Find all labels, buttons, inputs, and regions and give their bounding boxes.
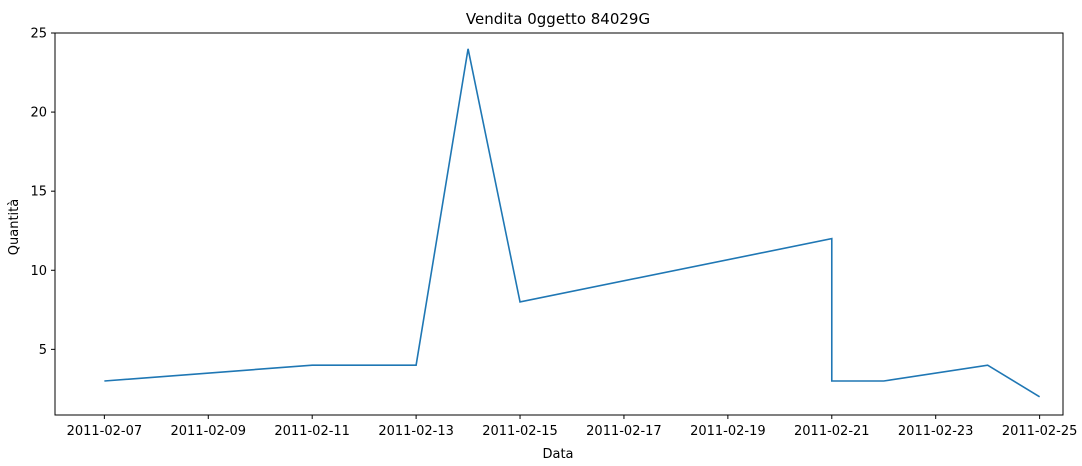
y-tick-label-3: 20 <box>30 106 47 121</box>
plot-frame <box>54 32 1064 416</box>
x-tick-label-8: 2011-02-23 <box>898 424 974 439</box>
x-tick-label-2: 2011-02-11 <box>274 424 350 439</box>
x-tick-label-4: 2011-02-15 <box>482 424 558 439</box>
x-tick-label-7: 2011-02-21 <box>794 424 870 439</box>
y-axis-label: Quantità <box>7 199 22 255</box>
x-tick-label-3: 2011-02-13 <box>378 424 454 439</box>
x-tick-label-5: 2011-02-17 <box>586 424 662 439</box>
y-tick-label-0: 5 <box>39 343 47 358</box>
y-tick-label-1: 10 <box>30 264 47 279</box>
x-axis-label: Data <box>542 447 573 462</box>
series-line-0 <box>104 48 1041 398</box>
chart-title: Vendita 0ggetto 84029G <box>466 10 650 28</box>
x-tick-label-0: 2011-02-07 <box>67 424 143 439</box>
x-tick-label-9: 2011-02-25 <box>1002 424 1078 439</box>
y-tick-label-4: 25 <box>30 27 47 42</box>
plot-area: 2011-02-07 2011-02-09 2011-02-11 2011-02-13… <box>30 27 1077 440</box>
x-tick-label-1: 2011-02-09 <box>170 424 246 439</box>
y-tick-label-2: 15 <box>30 185 47 200</box>
x-tick-label-6: 2011-02-19 <box>690 424 766 439</box>
